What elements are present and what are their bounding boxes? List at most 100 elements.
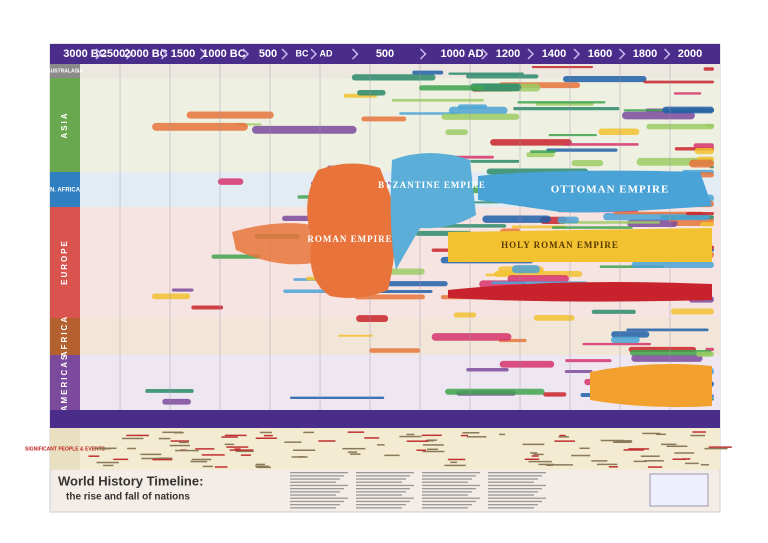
text-line xyxy=(290,475,344,477)
header-date: 3000 BC xyxy=(63,48,106,60)
event-mark xyxy=(524,458,540,461)
event-mark xyxy=(661,443,677,446)
header-date: 500 xyxy=(259,48,277,60)
streak xyxy=(391,98,484,102)
event-mark xyxy=(122,437,144,440)
event-mark xyxy=(113,458,129,461)
streak xyxy=(551,226,633,229)
event-mark xyxy=(571,454,591,457)
streak xyxy=(530,150,556,154)
streak xyxy=(565,359,612,363)
event-mark xyxy=(175,449,199,452)
streak xyxy=(643,80,714,84)
chevron xyxy=(199,48,207,60)
text-line xyxy=(356,488,410,490)
streak xyxy=(703,67,714,71)
event-mark xyxy=(692,431,706,433)
header-date: 1200 xyxy=(496,48,520,60)
people-label: SIGNIFICANT PEOPLE & EVENTS xyxy=(25,446,106,452)
region-cell xyxy=(50,78,80,172)
streak xyxy=(621,111,695,120)
event-mark xyxy=(347,451,358,453)
text-line xyxy=(290,488,344,490)
text-line xyxy=(290,494,336,496)
text-line xyxy=(356,494,402,496)
streak xyxy=(171,288,194,292)
event-mark xyxy=(685,462,699,465)
event-mark xyxy=(256,466,271,469)
header-date: 2000 BC xyxy=(124,48,167,60)
event-mark xyxy=(642,432,661,435)
text-line xyxy=(356,500,410,503)
event-mark xyxy=(640,455,660,457)
event-mark xyxy=(303,431,314,434)
event-mark xyxy=(656,433,667,436)
event-mark xyxy=(615,440,633,442)
event-mark xyxy=(103,464,114,467)
streak xyxy=(696,351,714,357)
streak xyxy=(631,261,714,268)
event-mark xyxy=(224,434,247,437)
event-mark xyxy=(644,460,664,462)
text-line xyxy=(290,478,340,480)
event-mark xyxy=(234,448,241,450)
text-line xyxy=(356,507,402,509)
header-date: 1400 xyxy=(542,48,566,60)
event-mark xyxy=(162,431,183,434)
event-mark xyxy=(259,431,273,434)
event-mark xyxy=(444,464,466,467)
text-line xyxy=(356,497,414,499)
chevron xyxy=(419,48,427,60)
text-line xyxy=(422,472,480,474)
streak xyxy=(466,74,539,79)
chevron xyxy=(618,48,626,60)
event-mark xyxy=(169,444,190,447)
event-mark xyxy=(558,436,569,438)
text-line xyxy=(488,507,534,509)
text-line xyxy=(290,504,340,506)
streak xyxy=(418,85,484,91)
streak xyxy=(145,388,194,393)
people-marks xyxy=(88,431,732,469)
text-line xyxy=(422,491,472,493)
text-line xyxy=(488,478,538,480)
chevron xyxy=(573,48,581,60)
text-line xyxy=(356,504,406,506)
event-mark xyxy=(522,443,545,446)
event-mark xyxy=(152,458,173,461)
event-mark xyxy=(406,440,429,442)
streak xyxy=(252,125,357,134)
event-mark xyxy=(591,460,608,462)
region-cell xyxy=(50,207,80,318)
text-line xyxy=(422,500,476,503)
streak xyxy=(562,75,647,83)
streak xyxy=(526,152,555,158)
streak xyxy=(693,143,714,148)
text-line xyxy=(290,484,348,487)
streak xyxy=(354,294,425,300)
text-line xyxy=(290,497,348,499)
region-cell xyxy=(50,64,80,78)
streak xyxy=(162,398,191,405)
event-mark xyxy=(201,454,225,456)
header-date: 1600 xyxy=(588,48,612,60)
event-mark xyxy=(191,458,212,461)
event-mark xyxy=(229,449,254,451)
text-line xyxy=(488,497,546,499)
streak xyxy=(603,213,710,221)
streak xyxy=(531,66,594,69)
chevron xyxy=(281,48,289,60)
chevron xyxy=(527,48,535,60)
text-line xyxy=(356,484,414,487)
streak xyxy=(646,123,714,130)
text-line xyxy=(356,472,414,474)
streak xyxy=(445,388,545,395)
event-mark xyxy=(559,434,566,437)
event-mark xyxy=(682,458,691,460)
text-line xyxy=(488,472,546,474)
header-date: 2000 xyxy=(678,48,702,60)
subtitle: the rise and fall of nations xyxy=(66,492,190,503)
streak xyxy=(629,349,712,356)
event-mark xyxy=(240,454,251,456)
